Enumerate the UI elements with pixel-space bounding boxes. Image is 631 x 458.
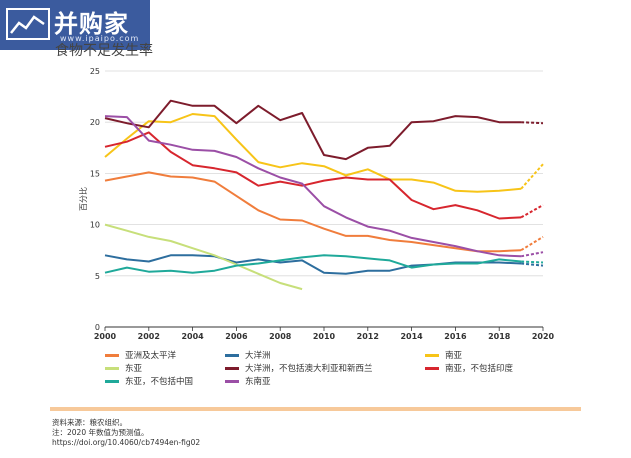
y-tick-label: 0: [95, 323, 100, 332]
x-tick-label: 2014: [400, 332, 423, 340]
legend-item: 南亚，不包括印度: [425, 362, 513, 374]
legend-label: 东南亚: [245, 377, 271, 387]
legend-label: 大洋洲: [245, 351, 271, 361]
legend-item: 亚洲及太平洋: [105, 349, 176, 361]
grid-lines: [105, 70, 543, 277]
y-tick-label: 15: [90, 169, 100, 178]
line-chart: 0 5 10 15 20 25 2000 2002 2004 2006 2008 2010 2012 20…: [78, 67, 555, 340]
chart-title: 食物不足发生率: [55, 43, 153, 59]
chart-logo-icon: [6, 8, 50, 40]
legend-label: 东亚: [125, 364, 143, 374]
legend-swatch: [225, 354, 239, 357]
series-projection-7: [520, 251, 544, 258]
series-projection-1: [521, 262, 544, 267]
projection-note: 注：2020 年数值为预测值。: [52, 428, 149, 437]
legend-label: 亚洲及太平洋: [125, 351, 177, 361]
series-line-7: [104, 115, 522, 258]
legend-item: 大洋洲: [225, 349, 271, 361]
watermark-logo: 并购家 www.ipaipo.com: [0, 0, 150, 50]
legend-swatch: [105, 380, 119, 383]
series-line-3: [104, 223, 303, 291]
legend-item: 东亚: [105, 362, 142, 374]
legend-label: 南亚: [445, 351, 463, 361]
series-line-2: [104, 113, 522, 193]
x-tick-label: 2018: [488, 332, 511, 340]
y-tick-label: 20: [90, 118, 100, 127]
source-note: 资料来源：粮农组织。: [52, 418, 127, 427]
legend-label: 大洋洲，不包括澳大利亚和新西兰: [245, 364, 373, 374]
series-lines: [104, 99, 544, 291]
legend-label: 南亚，不包括印度: [445, 364, 514, 374]
x-tick-label: 2006: [225, 332, 248, 340]
legend-swatch: [105, 367, 119, 370]
series-projection-5: [520, 204, 544, 219]
series-line-0: [104, 171, 522, 253]
legend-swatch: [225, 367, 239, 370]
x-tick-label: 2020: [532, 332, 555, 340]
series-projection-2: [520, 163, 544, 190]
y-tick-label: 25: [90, 67, 100, 76]
series-projection-4: [521, 121, 544, 125]
series-line-4: [104, 99, 522, 161]
x-tick-label: 2008: [269, 332, 292, 340]
legend-label: 东亚，不包括中国: [125, 377, 194, 387]
y-tick-label: 5: [95, 272, 100, 281]
legend-item: 东亚，不包括中国: [105, 375, 193, 387]
watermark-domain: www.ipaipo.com: [60, 34, 140, 43]
legend-item: 东南亚: [225, 375, 271, 387]
x-tick-label: 2016: [444, 332, 467, 340]
series-projection-0: [520, 236, 544, 252]
legend-swatch: [225, 380, 239, 383]
axes: 0 5 10 15 20 25 2000 2002 2004 2006 2008 2010 2012 20…: [78, 67, 555, 340]
series-line-5: [104, 131, 522, 220]
x-tick-label: 2012: [357, 332, 379, 340]
x-tick-label: 2002: [138, 332, 160, 340]
series-line-6: [104, 254, 522, 274]
legend-swatch: [425, 367, 439, 370]
x-tick-label: 2004: [181, 332, 204, 340]
legend-item: 大洋洲，不包括澳大利亚和新西兰: [225, 362, 373, 374]
watermark-brand: 并购家: [54, 10, 129, 38]
series-projection-6: [521, 260, 544, 264]
legend-item: 南亚: [425, 349, 462, 361]
footer-divider: [50, 407, 581, 411]
doi-link[interactable]: https://doi.org/10.4060/cb7494en-fig02: [52, 438, 201, 447]
x-tick-label: 2000: [94, 332, 117, 340]
legend-swatch: [105, 354, 119, 357]
y-axis-label: 百分比: [78, 187, 88, 211]
x-tick-label: 2010: [313, 332, 336, 340]
footnotes: 资料来源：粮农组织。 注：2020 年数值为预测值。 https://doi.o…: [52, 418, 200, 448]
y-tick-label: 10: [90, 221, 100, 230]
legend-swatch: [425, 354, 439, 357]
